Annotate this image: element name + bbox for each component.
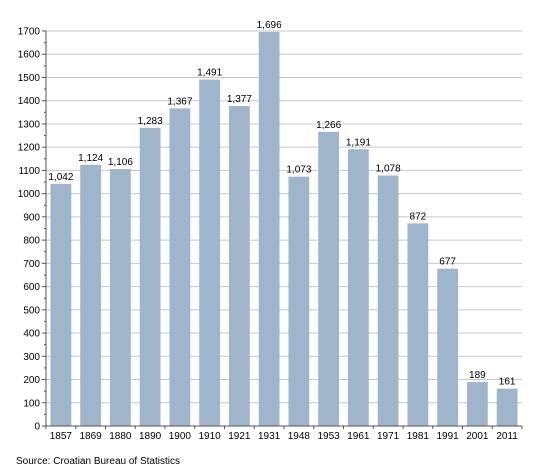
y-tick-label: 900 — [23, 212, 40, 223]
data-label: 1,042 — [48, 172, 73, 183]
y-tick-label: 1400 — [18, 96, 41, 107]
y-tick-label: 500 — [23, 305, 40, 316]
y-tick-label: 0 — [34, 422, 40, 433]
data-label: 1,283 — [138, 116, 163, 127]
bar — [377, 175, 399, 426]
x-tick-label: 1931 — [258, 431, 281, 442]
x-tick-label: 2011 — [496, 431, 518, 442]
data-label: 1,124 — [78, 153, 103, 164]
bar — [437, 268, 459, 426]
bar — [466, 382, 488, 426]
data-label: 872 — [410, 211, 427, 222]
x-tick-label: 1880 — [109, 431, 132, 442]
bar — [288, 176, 310, 426]
bar — [496, 388, 518, 426]
x-tick-label: 1910 — [199, 431, 222, 442]
y-tick-label: 1500 — [18, 73, 41, 84]
bar — [258, 31, 280, 426]
data-label: 677 — [439, 257, 456, 268]
x-tick-label: 1900 — [169, 431, 192, 442]
bar — [318, 131, 340, 426]
data-label: 1,367 — [167, 96, 192, 107]
x-tick-label: 1991 — [437, 431, 460, 442]
data-label: 161 — [499, 377, 516, 388]
y-tick-label: 1100 — [18, 166, 40, 177]
bar — [109, 169, 131, 427]
bar — [407, 223, 429, 426]
x-tick-label: 1961 — [347, 431, 370, 442]
bars — [50, 31, 518, 427]
y-tick-label: 600 — [23, 282, 40, 293]
bar — [228, 106, 250, 427]
y-tick-label: 800 — [23, 236, 40, 247]
y-tick-label: 1300 — [18, 119, 41, 130]
x-tick-label: 2001 — [466, 431, 489, 442]
x-tick-label: 1971 — [377, 431, 400, 442]
bar — [169, 108, 191, 426]
source-note: Source: Croatian Bureau of Statistics — [16, 456, 180, 467]
data-label: 1,266 — [316, 120, 341, 131]
data-label: 1,073 — [286, 165, 311, 176]
y-tick-label: 100 — [23, 398, 40, 409]
y-tick-label: 1700 — [18, 27, 41, 38]
y-tick-label: 300 — [23, 352, 40, 363]
x-tick-label: 1857 — [50, 431, 73, 442]
y-tick-label: 200 — [23, 375, 40, 386]
bar — [50, 183, 72, 426]
x-tick-label: 1921 — [228, 431, 251, 442]
data-label: 1,377 — [227, 94, 252, 105]
x-tick-label: 1948 — [288, 431, 311, 442]
data-label: 189 — [469, 370, 486, 381]
data-label: 1,696 — [257, 20, 282, 31]
data-label: 1,106 — [108, 157, 133, 168]
y-tick-label: 400 — [23, 329, 40, 340]
y-axis-ticks: 0 100 200 300 400 500 600 700 800 900 1000 1100 1200… — [18, 27, 46, 433]
y-tick-label: 1200 — [18, 143, 41, 154]
data-labels: 1,042 1,124 1,106 1,283 1,367 1,491 1,377 1,696… — [48, 20, 516, 388]
data-label: 1,078 — [376, 164, 401, 175]
x-tick-label: 1981 — [407, 431, 430, 442]
x-axis-ticks: 1857 1869 1880 1890 1900 1910 1921 1931 1948 1953… — [45, 426, 523, 442]
x-tick-label: 1890 — [139, 431, 162, 442]
data-label: 1,491 — [197, 68, 222, 79]
bar — [139, 127, 161, 426]
data-label: 1,191 — [346, 137, 371, 148]
y-tick-label: 1000 — [18, 189, 41, 200]
y-tick-label: 700 — [23, 259, 40, 270]
x-tick-label: 1953 — [318, 431, 341, 442]
x-tick-label: 1869 — [80, 431, 103, 442]
bar — [347, 149, 369, 427]
y-tick-label: 1600 — [18, 50, 41, 61]
bar — [199, 79, 221, 426]
bar — [80, 164, 102, 426]
